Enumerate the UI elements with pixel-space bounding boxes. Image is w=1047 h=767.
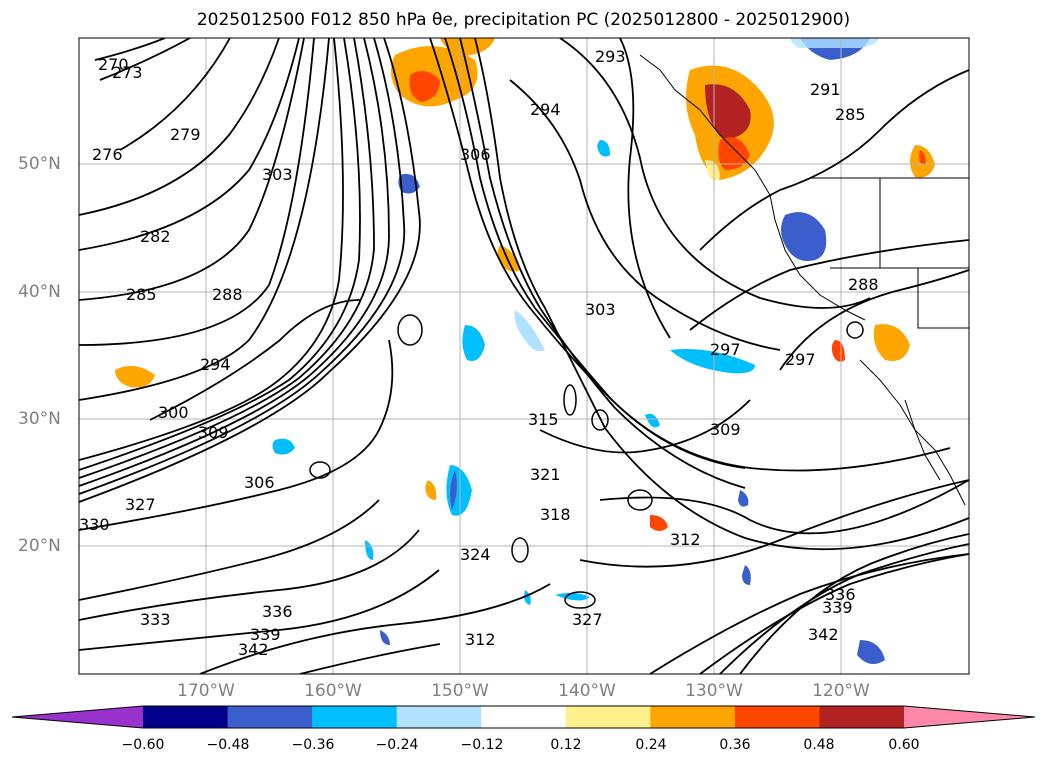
contour-label: 294: [530, 100, 561, 119]
lat-label-50n: 50°N: [18, 154, 61, 174]
contour-label: 294: [200, 355, 231, 374]
colorbar-tick: 0.60: [888, 737, 920, 753]
colorbar-cell: [481, 706, 567, 728]
theta-e-contours: [79, 38, 969, 674]
contour-label: 285: [835, 105, 866, 124]
colorbar-tick: −0.12: [460, 737, 504, 753]
colorbar-tick: −0.48: [206, 737, 250, 753]
colorbar-cell: [734, 706, 820, 728]
colorbar-cell: [143, 706, 229, 728]
contour-label: 285: [126, 285, 157, 304]
colorbar-tick: 0.12: [550, 737, 582, 753]
lon-label-130w: 130°W: [685, 681, 743, 701]
colorbar-tick: 0.48: [803, 737, 835, 753]
lon-label-160w: 160°W: [304, 681, 362, 701]
contour-label: 306: [460, 145, 491, 164]
contour-label: 276: [92, 145, 123, 164]
contour-label: 291: [810, 80, 841, 99]
contour-label: 333: [140, 610, 171, 629]
contour-label: 327: [125, 495, 156, 514]
contour-label: 309: [198, 423, 229, 442]
colorbar-tick: 0.36: [719, 737, 751, 753]
contour-label: 282: [140, 227, 171, 246]
colorbar-extend-high: [904, 706, 1035, 728]
lon-label-170w: 170°W: [177, 681, 235, 701]
contour-label: 297: [710, 340, 741, 359]
contour-label: 270: [98, 55, 129, 74]
contour-label: 279: [170, 125, 201, 144]
contour-label: 318: [540, 505, 571, 524]
contour-label: 300: [158, 403, 189, 422]
contour-label: 309: [710, 420, 741, 439]
chart-title: 2025012500 F012 850 hPa θe, precipitatio…: [196, 10, 851, 30]
contour-labels: 270 273 276 279 282 285 288 294 294 297 …: [79, 47, 879, 659]
contour-label: 342: [238, 640, 269, 659]
lat-label-40n: 40°N: [18, 282, 61, 302]
contour-label: 288: [212, 285, 243, 304]
small-contours: [309, 314, 864, 609]
lon-label-120w: 120°W: [812, 681, 870, 701]
contour-label: 324: [460, 545, 491, 564]
contour-label: 288: [848, 275, 879, 294]
coastlines: [639, 54, 969, 506]
colorbar-cell: [396, 706, 482, 728]
contour-label: 273: [112, 63, 143, 82]
contour-label: 312: [670, 530, 701, 549]
contour-label: 297: [785, 350, 816, 369]
contour-label: 339: [250, 625, 281, 644]
colorbar-cell: [227, 706, 313, 728]
contour-label: 336: [825, 585, 856, 604]
contour-label: 321: [530, 465, 561, 484]
colorbar-tick: −0.60: [121, 737, 165, 753]
contour-label: 342: [808, 625, 839, 644]
colorbar: [11, 705, 1036, 729]
colorbar-cell: [312, 706, 398, 728]
precip-shading: [115, 38, 935, 664]
lon-label-150w: 150°W: [431, 681, 489, 701]
colorbar-cell: [819, 706, 905, 728]
lat-label-30n: 30°N: [18, 409, 61, 429]
colorbar-extend-low: [12, 706, 143, 728]
contour-label: 312: [465, 630, 496, 649]
contour-label: 336: [262, 602, 293, 621]
colorbar-tick: 0.24: [635, 737, 667, 753]
contour-label: 303: [262, 165, 293, 184]
contour-label: 315: [528, 410, 559, 429]
colorbar-tick: −0.24: [375, 737, 419, 753]
colorbar-tick: −0.36: [291, 737, 335, 753]
map-panel: 270 273 276 279 282 285 288 294 294 297 …: [78, 37, 970, 675]
contour-label: 327: [572, 610, 603, 629]
contour-label: 293: [595, 47, 626, 66]
lon-label-140w: 140°W: [558, 681, 616, 701]
colorbar-cell: [650, 706, 736, 728]
contour-label: 330: [79, 515, 110, 534]
lat-label-20n: 20°N: [18, 536, 61, 556]
contour-label: 303: [585, 300, 616, 319]
contour-label: 339: [822, 598, 853, 617]
contour-label: 306: [244, 473, 275, 492]
colorbar-cell: [565, 706, 651, 728]
